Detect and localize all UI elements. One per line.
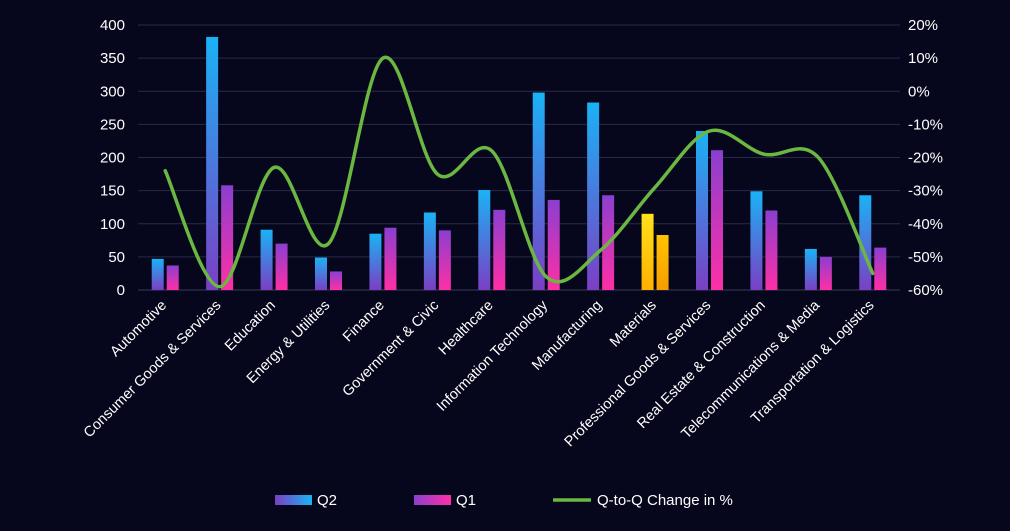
legend: Q2 Q1 Q-to-Q Change in % [275,492,733,509]
bar-q1 [166,265,179,290]
bar-q1 [275,243,288,290]
y-right-tick-label: -20% [908,150,943,167]
bar-q1 [330,271,342,290]
y-left-tick-label: 50 [108,249,125,266]
y-left-tick-label: 350 [100,50,125,67]
y-right-tick-label: -30% [908,183,943,200]
bar-q2 [532,92,545,290]
bar-q1 [438,230,451,290]
bars [151,36,887,290]
legend-label-q2: Q2 [317,492,337,509]
category-label: Government & Civic [340,298,442,400]
bar-q2 [478,189,491,290]
y-right-tick-label: -40% [908,216,943,233]
bar-q1 [819,256,832,290]
legend-swatch-q2 [275,495,312,505]
bar-q1 [547,199,560,290]
bar-q2 [587,102,600,290]
right-axis: 20% 10% 0% -10% -20% -30% -40% -50% -60% [908,17,943,299]
bar-q1 [384,227,397,290]
bar-q2 [315,257,327,290]
bar-q1 [874,247,887,290]
y-left-tick-label: 200 [100,150,125,167]
bar-q2 [151,258,164,290]
bar-q2 [369,233,382,290]
legend-label-change: Q-to-Q Change in % [597,492,733,509]
category-label: Materials [607,298,660,351]
y-left-tick-label: 100 [100,216,125,233]
category-label: Finance [340,298,388,346]
y-right-tick-label: 10% [908,50,938,67]
bar-q1 [711,150,723,290]
gridlines [138,24,900,291]
category-label: Information Technology [434,297,552,415]
bar-q2 [750,191,763,290]
y-left-tick-label: 0 [117,282,125,299]
bar-q1 [765,210,778,290]
bar-q1 [656,235,669,290]
y-right-tick-label: 20% [908,17,938,34]
y-right-tick-label: -50% [908,249,943,266]
y-right-tick-label: -10% [908,116,943,133]
legend-swatch-q1 [414,495,451,505]
y-left-tick-label: 250 [100,116,125,133]
bar-q2 [423,212,436,290]
bar-q1 [221,185,234,290]
change-line [163,55,875,289]
bar-q2 [260,229,273,290]
bar-q2 [696,131,708,290]
bar-q2 [804,248,817,290]
legend-label-q1: Q1 [456,492,476,509]
y-left-tick-label: 150 [100,183,125,200]
y-left-tick-label: 300 [100,83,125,100]
y-left-tick-label: 400 [100,17,125,34]
y-right-tick-label: 0% [908,83,930,100]
left-axis: 0 50 100 150 200 250 300 350 400 [100,17,125,299]
bar-q1 [493,209,506,290]
category-label: Education [222,298,279,355]
bar-q2 [206,36,219,290]
bar-q2 [641,213,654,290]
y-right-tick-label: -60% [908,282,943,299]
